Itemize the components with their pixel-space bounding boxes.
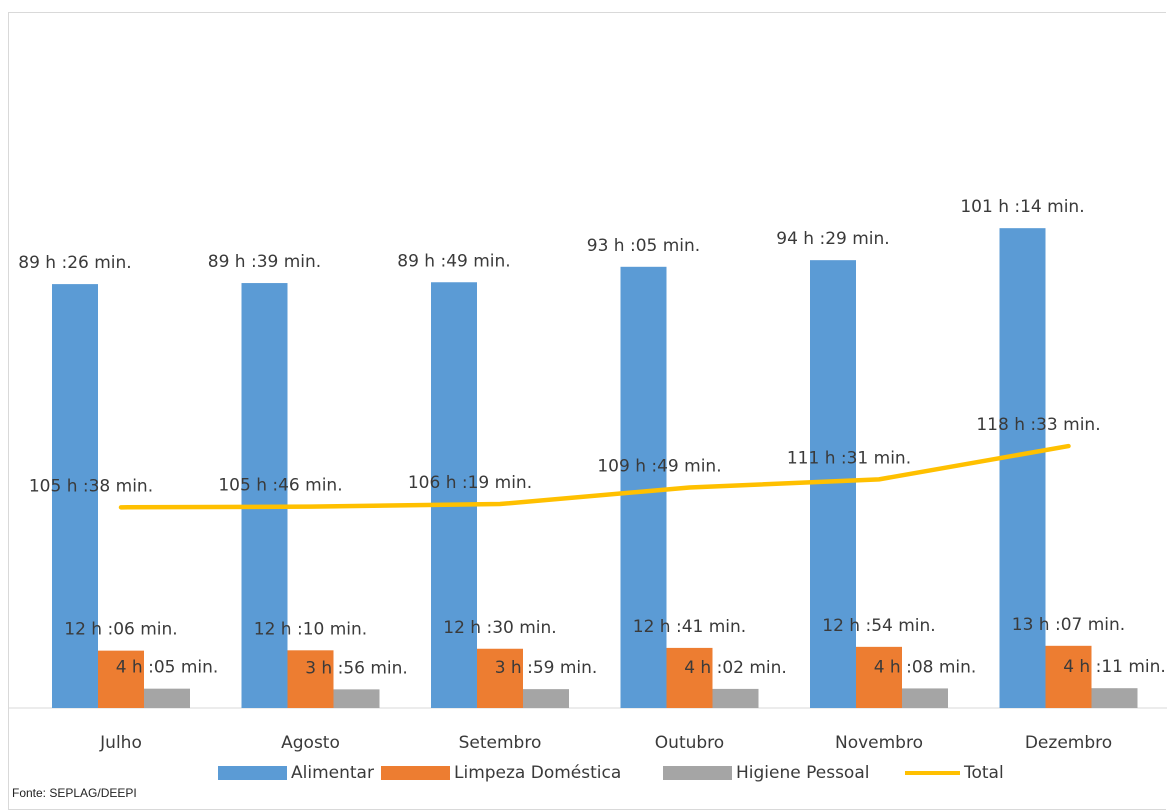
bar-limpeza-6 bbox=[1045, 645, 1092, 708]
x-tick-label-6: Dezembro bbox=[1025, 733, 1112, 753]
data-label-alimentar-5: 94 h :29 min. bbox=[776, 229, 889, 249]
bar-higiene-4 bbox=[712, 688, 759, 708]
x-tick-label-2: Agosto bbox=[281, 733, 340, 753]
data-label-limpeza-4: 12 h :41 min. bbox=[633, 617, 746, 637]
line-total bbox=[118, 443, 1071, 510]
legend-label-higiene: Higiene Pessoal bbox=[736, 763, 870, 783]
data-label-limpeza-6: 13 h :07 min. bbox=[1012, 615, 1125, 635]
bar-alimentar-4 bbox=[620, 266, 667, 708]
bar-limpeza-2 bbox=[287, 650, 334, 708]
legend-swatch-higiene bbox=[663, 766, 732, 780]
bar-alimentar-3 bbox=[431, 282, 477, 708]
bar-limpeza-1 bbox=[98, 650, 144, 708]
data-label-limpeza-5: 12 h :54 min. bbox=[822, 616, 935, 636]
bar-higiene-3 bbox=[523, 689, 569, 708]
data-label-higiene-6: 4 h :11 min. bbox=[1063, 657, 1166, 677]
chart-legend: Alimentar Limpeza Doméstica Higiene Pess… bbox=[0, 761, 1167, 785]
data-label-limpeza-1: 12 h :06 min. bbox=[64, 620, 177, 640]
legend-label-limpeza: Limpeza Doméstica bbox=[454, 763, 622, 783]
data-label-limpeza-2: 12 h :10 min. bbox=[254, 619, 367, 639]
legend-item-total: Total bbox=[905, 761, 1004, 785]
x-tick-label-5: Novembro bbox=[835, 733, 923, 753]
bar-higiene-6 bbox=[1091, 688, 1138, 708]
data-label-total-5: 111 h :31 min. bbox=[787, 448, 911, 468]
data-label-higiene-4: 4 h :02 min. bbox=[684, 658, 787, 678]
data-label-total-1: 105 h :38 min. bbox=[29, 476, 153, 496]
data-label-higiene-2: 3 h :56 min. bbox=[305, 658, 408, 678]
legend-item-higiene: Higiene Pessoal bbox=[663, 761, 869, 785]
data-label-limpeza-3: 12 h :30 min. bbox=[443, 618, 556, 638]
bar-alimentar-6 bbox=[999, 228, 1046, 708]
data-label-alimentar-2: 89 h :39 min. bbox=[208, 252, 321, 272]
data-label-alimentar-1: 89 h :26 min. bbox=[18, 253, 131, 273]
x-tick-label-4: Outubro bbox=[655, 733, 724, 753]
data-label-total-2: 105 h :46 min. bbox=[218, 476, 342, 496]
bar-limpeza-3 bbox=[477, 648, 523, 708]
chart-frame bbox=[8, 12, 1166, 810]
legend-swatch-alimentar bbox=[218, 766, 287, 780]
bar-alimentar-2 bbox=[241, 283, 288, 708]
data-label-total-3: 106 h :19 min. bbox=[408, 473, 532, 493]
data-label-alimentar-4: 93 h :05 min. bbox=[587, 236, 700, 256]
x-tick-label-3: Setembro bbox=[459, 733, 542, 753]
legend-item-limpeza: Limpeza Doméstica bbox=[381, 761, 621, 785]
data-label-higiene-5: 4 h :08 min. bbox=[874, 657, 977, 677]
data-label-total-4: 109 h :49 min. bbox=[597, 456, 721, 476]
bar-higiene-2 bbox=[333, 689, 380, 708]
bar-limpeza-4 bbox=[666, 647, 713, 708]
data-label-higiene-1: 4 h :05 min. bbox=[116, 658, 219, 678]
x-tick-label-1: Julho bbox=[99, 733, 142, 753]
data-label-alimentar-6: 101 h :14 min. bbox=[960, 197, 1084, 217]
data-label-higiene-3: 3 h :59 min. bbox=[495, 658, 598, 678]
legend-label-total: Total bbox=[964, 763, 1004, 783]
bar-limpeza-5 bbox=[856, 646, 902, 708]
data-label-alimentar-3: 89 h :49 min. bbox=[397, 251, 510, 271]
bar-alimentar-1 bbox=[52, 284, 98, 708]
bar-higiene-1 bbox=[144, 688, 190, 708]
legend-item-alimentar: Alimentar bbox=[218, 761, 374, 785]
data-label-total-6: 118 h :33 min. bbox=[976, 415, 1100, 435]
legend-swatch-total bbox=[905, 771, 960, 775]
source-note: Fonte: SEPLAG/DEEPI bbox=[12, 786, 137, 800]
bar-higiene-5 bbox=[902, 688, 948, 708]
legend-label-alimentar: Alimentar bbox=[291, 763, 374, 783]
legend-swatch-limpeza bbox=[381, 766, 450, 780]
